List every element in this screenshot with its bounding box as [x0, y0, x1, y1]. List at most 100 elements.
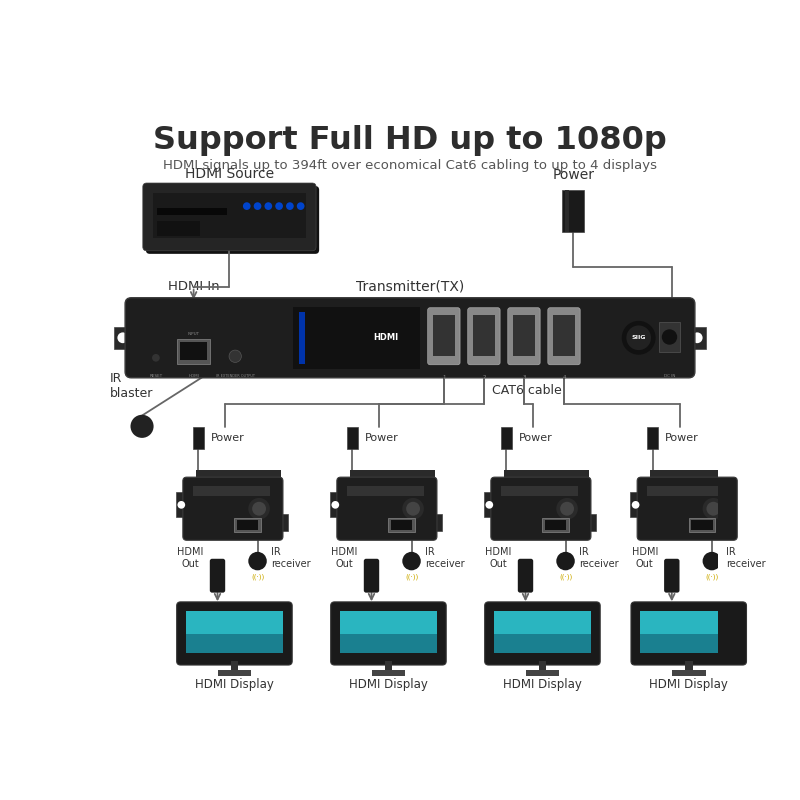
Circle shape	[331, 501, 339, 509]
Bar	[513, 314, 534, 356]
Text: HDMI
Out: HDMI Out	[331, 547, 358, 569]
Bar	[565, 190, 570, 232]
Text: ((·)): ((·))	[251, 574, 264, 580]
Bar	[237, 520, 258, 530]
Bar	[234, 518, 261, 532]
FancyBboxPatch shape	[631, 602, 746, 665]
Bar	[158, 209, 226, 214]
FancyBboxPatch shape	[146, 186, 319, 254]
Bar	[538, 661, 546, 670]
Bar	[734, 514, 742, 531]
Bar	[218, 670, 251, 676]
Bar	[526, 670, 559, 676]
Text: Transmitter(TX): Transmitter(TX)	[356, 279, 464, 293]
Bar	[158, 221, 200, 236]
Bar	[433, 514, 442, 531]
Bar	[340, 634, 437, 653]
Bar	[385, 661, 392, 670]
Bar	[176, 492, 186, 517]
Bar	[390, 520, 412, 530]
Text: HDMI Display: HDMI Display	[195, 678, 274, 691]
Text: HDMI In: HDMI In	[168, 280, 219, 293]
Bar	[299, 312, 306, 364]
Text: Power: Power	[365, 433, 398, 443]
Bar	[433, 314, 454, 356]
Text: SIIG: SIIG	[631, 335, 646, 340]
FancyBboxPatch shape	[485, 602, 600, 665]
FancyBboxPatch shape	[337, 477, 437, 540]
Bar	[647, 486, 724, 496]
Text: HDMI Display: HDMI Display	[650, 678, 728, 691]
FancyBboxPatch shape	[210, 558, 226, 593]
Circle shape	[702, 552, 721, 570]
FancyBboxPatch shape	[330, 602, 446, 665]
FancyBboxPatch shape	[548, 308, 580, 365]
Text: Power: Power	[665, 433, 698, 443]
Text: HDMI
Out: HDMI Out	[486, 547, 512, 569]
FancyBboxPatch shape	[428, 308, 460, 365]
Text: HDMI: HDMI	[188, 374, 199, 378]
FancyBboxPatch shape	[364, 558, 379, 593]
Circle shape	[406, 502, 420, 516]
Circle shape	[178, 501, 185, 509]
Text: 1: 1	[442, 374, 446, 380]
Bar	[153, 193, 306, 238]
Circle shape	[556, 552, 574, 570]
Circle shape	[229, 350, 242, 362]
Circle shape	[297, 202, 305, 210]
Text: RESET: RESET	[150, 374, 162, 378]
Text: HDMI
Out: HDMI Out	[178, 547, 204, 569]
Bar	[554, 314, 574, 356]
Text: HDMI Display: HDMI Display	[503, 678, 582, 691]
FancyBboxPatch shape	[664, 558, 679, 593]
Bar	[330, 492, 341, 517]
Bar	[587, 514, 596, 531]
Text: CAT6 cable: CAT6 cable	[492, 384, 562, 397]
Text: IR
blaster: IR blaster	[110, 372, 153, 400]
Bar	[371, 670, 406, 676]
Bar	[340, 611, 437, 653]
Bar	[691, 520, 713, 530]
Circle shape	[626, 326, 651, 350]
Bar	[659, 322, 679, 352]
Circle shape	[254, 202, 262, 210]
Bar	[473, 314, 494, 356]
Bar	[114, 327, 131, 349]
Bar	[186, 634, 283, 653]
Text: DC IN: DC IN	[664, 374, 675, 378]
Bar	[484, 492, 494, 517]
Text: Power: Power	[552, 168, 594, 182]
Bar	[186, 611, 283, 653]
Circle shape	[248, 552, 266, 570]
Bar	[685, 661, 693, 670]
Text: ((·)): ((·))	[706, 574, 718, 580]
Text: 4: 4	[562, 374, 566, 380]
Bar	[672, 670, 706, 676]
Circle shape	[556, 498, 578, 519]
Circle shape	[702, 498, 724, 519]
FancyBboxPatch shape	[177, 602, 292, 665]
Circle shape	[632, 501, 639, 509]
Bar	[193, 427, 204, 449]
Bar	[180, 342, 207, 360]
Text: HDMI Source: HDMI Source	[185, 166, 274, 181]
Bar	[350, 470, 434, 519]
Text: HDMI Display: HDMI Display	[349, 678, 428, 691]
Text: ((·)): ((·))	[405, 574, 418, 580]
Text: IR
receiver: IR receiver	[271, 547, 311, 569]
Text: HDMI signals up to 394ft over economical Cat6 cabling to up to 4 displays: HDMI signals up to 394ft over economical…	[163, 159, 657, 172]
Bar	[279, 514, 288, 531]
Text: Power: Power	[518, 433, 552, 443]
Circle shape	[706, 502, 720, 516]
Circle shape	[402, 552, 421, 570]
Bar	[230, 661, 238, 670]
Circle shape	[402, 498, 424, 519]
Text: Support Full HD up to 1080p: Support Full HD up to 1080p	[153, 126, 667, 156]
Circle shape	[152, 354, 160, 362]
FancyBboxPatch shape	[508, 308, 540, 365]
Text: IR EXTENDER OUTPUT: IR EXTENDER OUTPUT	[216, 374, 254, 378]
FancyBboxPatch shape	[491, 477, 591, 540]
Text: Power: Power	[210, 433, 244, 443]
Text: IR
receiver: IR receiver	[426, 547, 465, 569]
Text: ((·)): ((·))	[559, 574, 572, 580]
